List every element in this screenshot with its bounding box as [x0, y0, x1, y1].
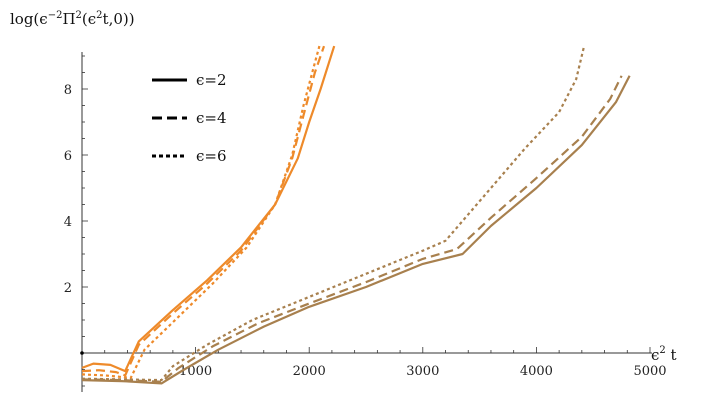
x-tick-label: 3000 — [406, 364, 439, 379]
x-tick-label: 5000 — [633, 364, 666, 379]
origin-dot — [80, 351, 84, 355]
y-label-part-5: 2 — [96, 10, 102, 21]
legend-label: ϵ=6 — [196, 147, 227, 165]
legend-label: ϵ=2 — [196, 71, 227, 89]
series-orange-solid — [81, 45, 336, 373]
series-orange-dashed — [81, 45, 326, 377]
series-orange-dotted — [81, 45, 321, 379]
legend: ϵ=2 ϵ=4 ϵ=6 — [152, 71, 227, 165]
x-label-part-1: 2 — [659, 345, 665, 356]
y-tick-label: 8 — [64, 83, 72, 98]
y-tick-label: 4 — [64, 215, 72, 230]
legend-label: ϵ=4 — [196, 109, 227, 127]
y-label-part-0: log(ϵ — [10, 10, 48, 28]
x-label-part-2: t — [666, 346, 677, 364]
x-tick-label: 4000 — [520, 364, 553, 379]
x-tick-label: 2000 — [293, 364, 326, 379]
series-brown-dotted — [81, 45, 586, 382]
x-label-part-0: ϵ — [651, 346, 659, 364]
y-label-part-4: (ϵ — [82, 10, 96, 28]
y-axis-label: log(ϵ−2Π2(ϵ2t,0)) — [10, 10, 135, 28]
y-tick-label: 6 — [64, 149, 72, 164]
y-label-part-1: −2 — [48, 10, 63, 21]
y-tick-label: 2 — [64, 281, 72, 296]
series-brown-solid — [81, 75, 631, 385]
series-brown-dashed — [81, 75, 623, 383]
x-tick-label: 1000 — [179, 364, 212, 379]
series-layer — [81, 45, 631, 385]
y-label-part-2: Π — [62, 10, 75, 28]
y-label-part-6: t,0)) — [103, 10, 135, 28]
axes: 1000 2000 3000 4000 5000 2 4 6 8 — [64, 52, 667, 392]
y-label-part-3: 2 — [76, 10, 82, 21]
x-axis-label: ϵ2 t — [651, 345, 677, 364]
